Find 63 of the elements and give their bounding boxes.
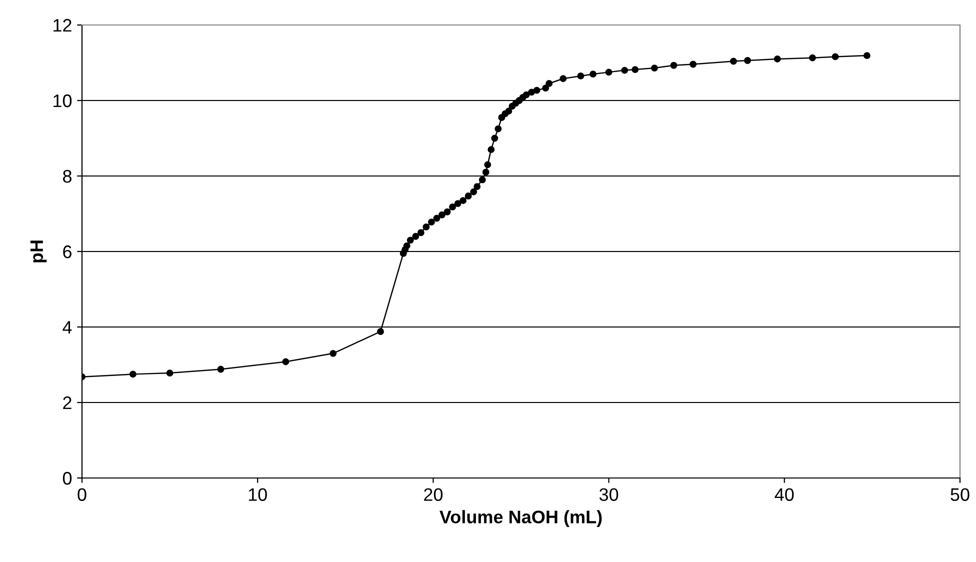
point: [129, 370, 136, 378]
point: [560, 75, 567, 82]
point: [670, 62, 678, 69]
x-tick-label: 10: [248, 488, 267, 501]
point: [522, 91, 530, 98]
point: [217, 366, 224, 373]
point: [433, 214, 440, 222]
point: [166, 370, 174, 377]
point: [488, 146, 495, 154]
point: [690, 60, 697, 68]
point: [454, 200, 462, 208]
point: [474, 183, 481, 190]
point: [632, 66, 639, 74]
x-tick-label: 30: [599, 488, 618, 501]
point: [505, 108, 512, 115]
y-tick-label: 8: [63, 170, 72, 183]
point: [730, 58, 737, 65]
point: [464, 192, 472, 200]
x-tick-label: 20: [424, 488, 443, 501]
y-axis-title: pH: [30, 240, 47, 262]
point: [774, 56, 781, 62]
point: [438, 211, 446, 218]
y-tick-label: 10: [54, 94, 72, 108]
point: [533, 86, 540, 94]
point: [809, 54, 816, 62]
point: [621, 66, 628, 74]
y-tick-label: 12: [54, 18, 72, 32]
point: [832, 53, 839, 60]
point: [482, 168, 490, 176]
x-tick-label: 0: [78, 488, 86, 501]
point: [744, 57, 751, 64]
point: [542, 84, 550, 92]
point: [494, 125, 502, 132]
point: [330, 350, 337, 357]
x-tick-label: 50: [950, 488, 970, 501]
point: [863, 52, 870, 60]
point: [422, 223, 430, 230]
point: [478, 176, 486, 184]
point: [377, 328, 384, 336]
y-tick-label: 6: [63, 245, 72, 258]
point: [460, 197, 467, 204]
point: [546, 80, 553, 87]
point: [484, 161, 492, 168]
point: [412, 232, 420, 240]
point: [282, 358, 290, 366]
point: [444, 208, 451, 216]
x-axis-title: Volume NaOH (mL): [440, 510, 602, 527]
y-tick-label: 2: [63, 396, 72, 410]
point: [577, 72, 584, 80]
point: [449, 203, 456, 210]
point: [491, 134, 498, 142]
point: [528, 88, 536, 96]
x-tick-label: 40: [774, 488, 794, 501]
point: [428, 218, 435, 226]
point: [605, 68, 612, 76]
point: [650, 64, 658, 72]
point: [406, 236, 414, 244]
y-tick-label: 0: [62, 472, 72, 485]
point: [470, 188, 478, 196]
point: [590, 70, 596, 78]
y-tick-label: 4: [62, 321, 72, 334]
point: [403, 242, 410, 250]
point: [417, 229, 424, 236]
